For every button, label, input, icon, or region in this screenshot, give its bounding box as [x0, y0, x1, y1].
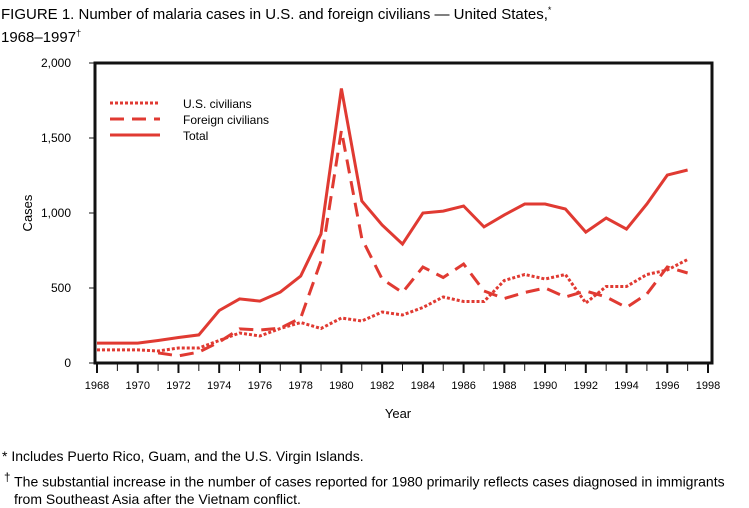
footnote-text: The substantial increase in the number o…	[14, 474, 725, 507]
x-tick-label: 1986	[451, 380, 475, 392]
y-tick-label: 0	[64, 356, 71, 370]
legend-label: Foreign civilians	[183, 113, 269, 127]
y-tick-label: 500	[51, 281, 71, 295]
line-chart: 1968 1970 1972 1974 1976 1978 1980 1982 1984 1986…	[0, 0, 749, 440]
x-tick-label: 1998	[696, 380, 720, 392]
x-tick-label: 1996	[655, 380, 679, 392]
x-tick-label: 1992	[574, 380, 598, 392]
footnote-2: † The substantial increase in the number…	[2, 469, 749, 508]
x-tick-label: 1968	[85, 380, 109, 392]
legend-label: Total	[183, 129, 208, 143]
x-axis-label: Year	[385, 406, 412, 421]
x-tick-label: 1984	[411, 380, 435, 392]
y-tick-label: 1,000	[41, 206, 71, 220]
x-tick-label: 1980	[329, 380, 353, 392]
x-tick-label: 1990	[533, 380, 557, 392]
legend-label: U.S. civilians	[183, 97, 252, 111]
y-axis-label: Cases	[20, 194, 35, 231]
x-tick-label: 1976	[248, 380, 272, 392]
footnote-mark: *	[2, 448, 7, 464]
y-tick-label: 2,000	[41, 56, 71, 70]
footnote-text: Includes Puerto Rico, Guam, and the U.S.…	[11, 448, 363, 464]
x-tick-label: 1972	[166, 380, 190, 392]
x-tick-label: 1978	[288, 380, 312, 392]
y-tick-label: 1,500	[41, 131, 71, 145]
x-tick-label: 1982	[370, 380, 394, 392]
x-tick-label: 1970	[125, 380, 149, 392]
x-tick-label: 1994	[614, 380, 638, 392]
x-tick-label: 1974	[207, 380, 231, 392]
footnotes: * Includes Puerto Rico, Guam, and the U.…	[2, 448, 749, 508]
x-tick-label: 1988	[492, 380, 516, 392]
footnote-mark: †	[4, 471, 10, 484]
footnote-1: * Includes Puerto Rico, Guam, and the U.…	[2, 448, 749, 465]
series-line-dashed	[158, 131, 688, 356]
